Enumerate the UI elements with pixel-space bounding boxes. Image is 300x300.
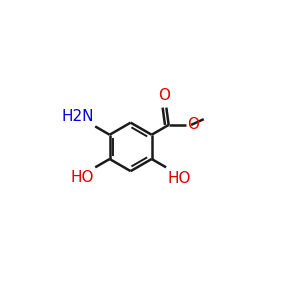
Text: H2N: H2N [61, 109, 94, 124]
Text: O: O [187, 117, 199, 132]
Text: HO: HO [167, 171, 191, 186]
Text: HO: HO [70, 170, 94, 185]
Text: O: O [158, 88, 170, 104]
